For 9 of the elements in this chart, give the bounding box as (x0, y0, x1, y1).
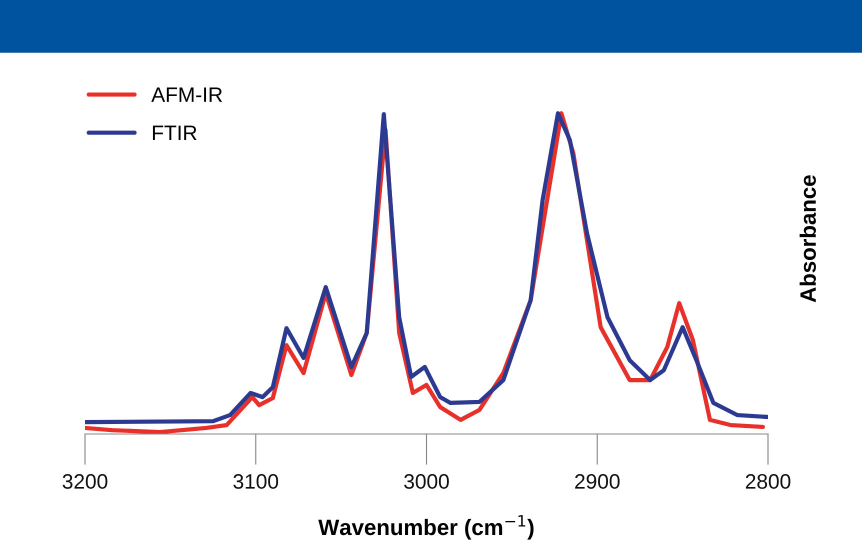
x-axis-title: Wavenumber (cm$^{−1}$) (318, 515, 534, 540)
y-axis-title: Absorbance (800, 175, 816, 302)
x-tick-label: 3000 (404, 474, 449, 489)
x-tick-label: 3200 (62, 474, 108, 489)
x-tick-label: 2900 (575, 474, 620, 489)
x-tick-label: 2800 (746, 474, 790, 489)
legend-label: FTIR (152, 126, 197, 140)
x-tick-label: 3100 (233, 474, 278, 489)
legend-label: AFM-IR (151, 88, 222, 102)
